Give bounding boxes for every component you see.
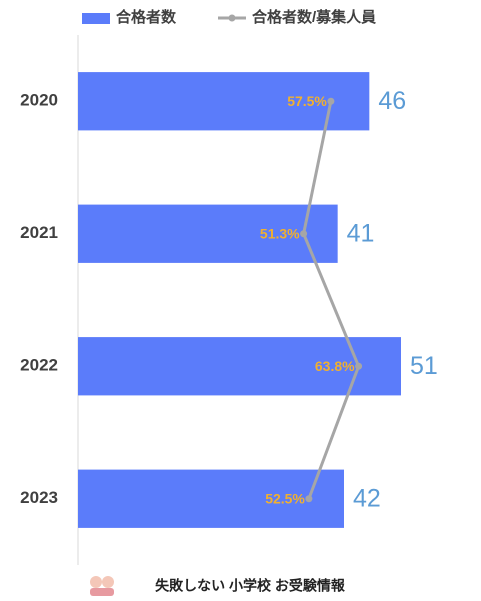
y-tick-label: 2023 [20,488,58,507]
bar [78,469,344,528]
legend-label: 合格者数 [115,8,177,26]
line-point [305,495,313,503]
value-label: 63.8% [315,358,355,374]
legend-swatch [82,13,110,24]
y-tick-label: 2020 [20,91,58,110]
line-point [355,362,363,370]
legend-label: 合格者数/募集人員 [251,8,376,26]
value-label: 41 [347,219,375,247]
bar [78,337,401,396]
line-point [300,230,308,238]
y-tick-label: 2021 [20,223,58,242]
value-label: 51.3% [260,225,300,241]
value-label: 46 [378,87,406,115]
value-label: 51 [410,352,438,380]
value-label: 42 [353,484,381,512]
bar [78,72,370,131]
line-point [327,97,335,105]
line [302,100,361,500]
value-label: 57.5% [287,93,327,109]
footer: 失敗しない 小学校 お受験情報 [155,578,346,594]
footer-icon [90,576,114,596]
y-tick-label: 2022 [20,356,58,375]
legend-swatch [228,14,236,22]
bar [78,204,338,263]
value-label: 52.5% [265,490,305,506]
